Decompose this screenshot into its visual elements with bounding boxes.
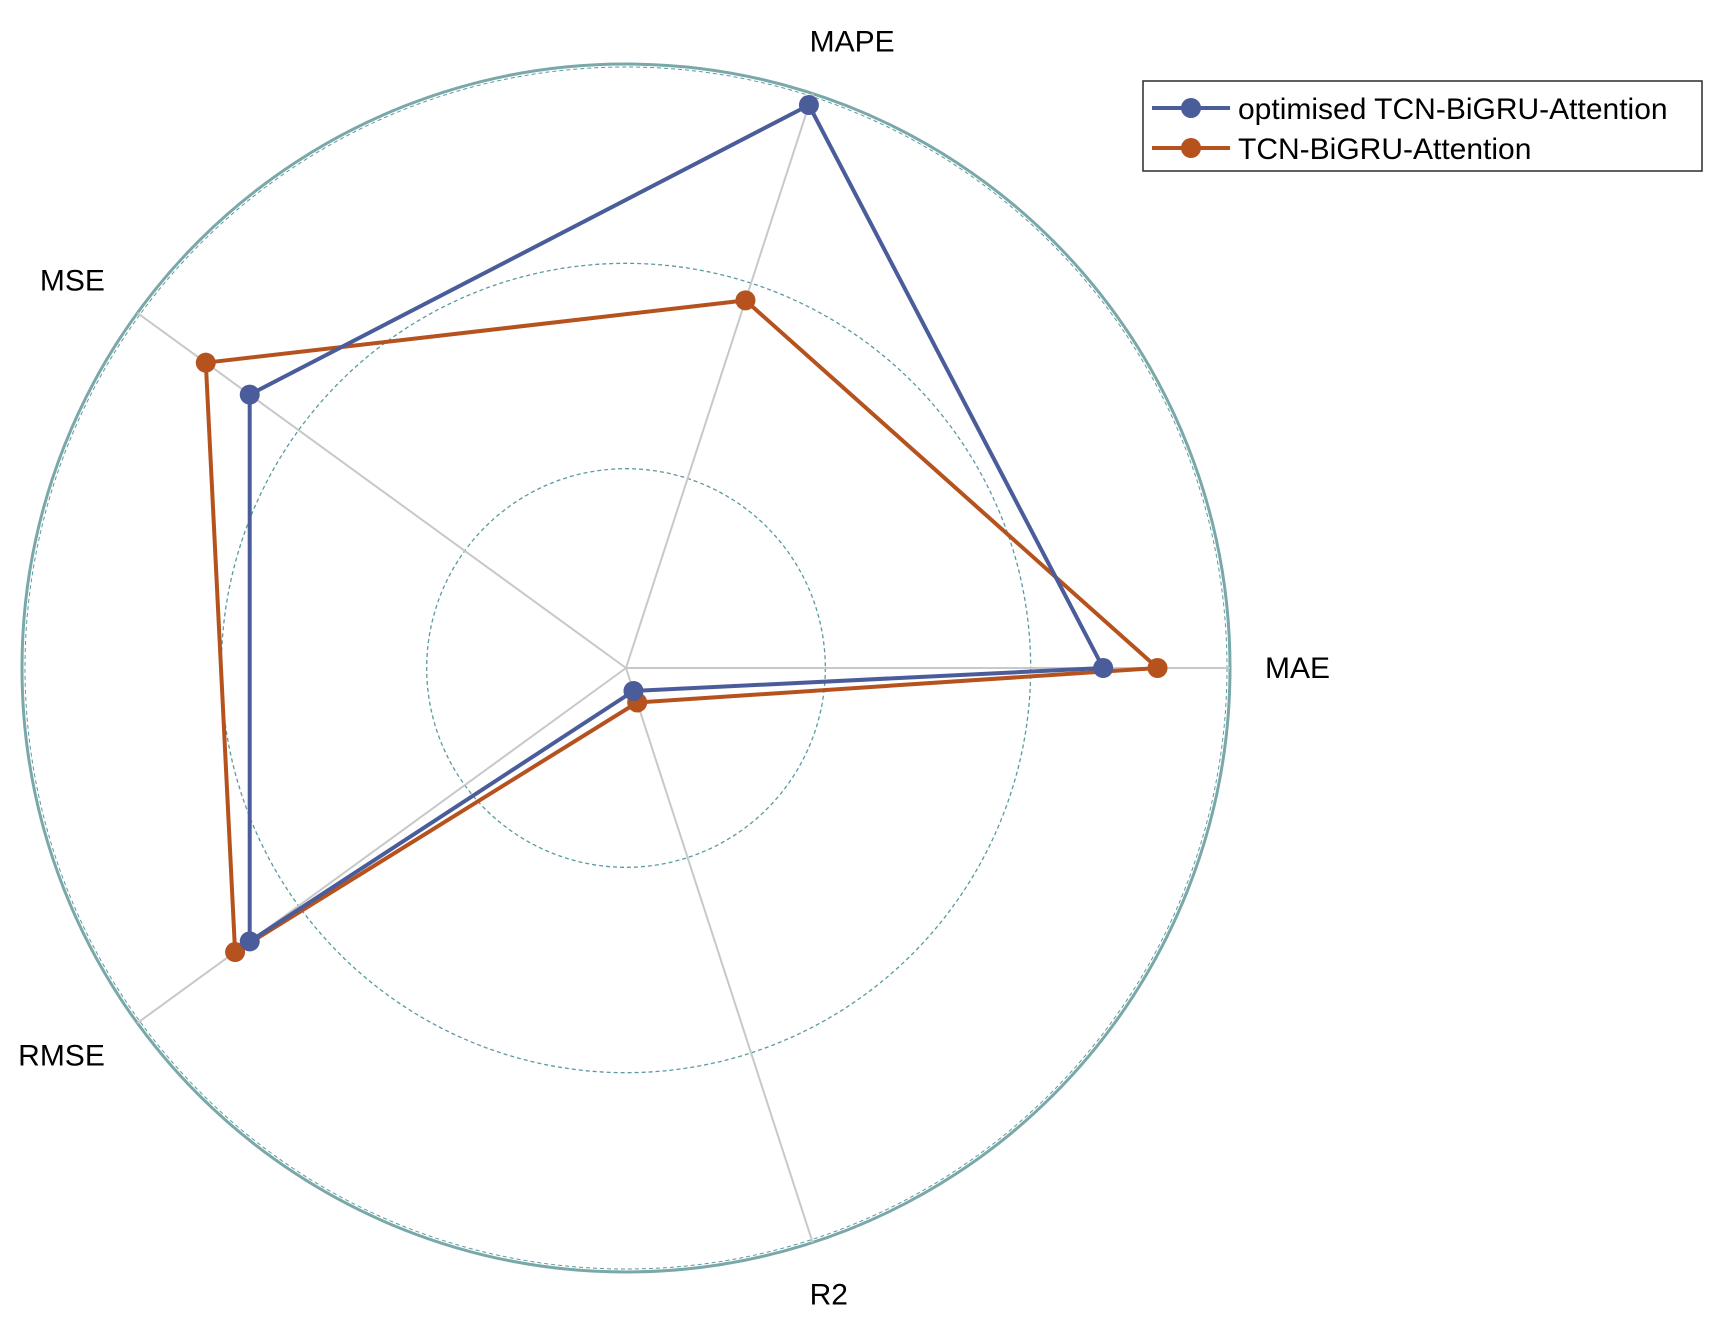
legend-entry-1: TCN-BiGRU-Attention [1152, 133, 1531, 166]
series-0 [239, 95, 1114, 952]
legend-label-0: optimised TCN-BiGRU-Attention [1238, 93, 1668, 126]
axis-label-mape: MAPE [810, 25, 895, 58]
data-point-1-mae [1147, 658, 1168, 678]
axis-label-mae: MAE [1265, 652, 1330, 685]
axis-spoke-mse [136, 312, 627, 669]
series-line-1 [203, 298, 1160, 954]
axis-spoke-rmse [136, 667, 627, 1024]
radar-series [195, 95, 1168, 963]
legend-entry-0: optimised TCN-BiGRU-Attention [1152, 93, 1668, 126]
axis-label-r2: R2 [810, 1279, 848, 1312]
series-1 [195, 290, 1168, 963]
legend: optimised TCN-BiGRU-Attention TCN-BiGRU-… [1142, 80, 1703, 172]
legend-label-1: TCN-BiGRU-Attention [1238, 133, 1531, 166]
legend-box [1142, 80, 1703, 172]
data-point-0-r2 [623, 680, 644, 701]
legend-marker-0 [1181, 98, 1201, 118]
data-point-0-rmse [239, 931, 260, 952]
axis-label-mse: MSE [40, 265, 105, 298]
data-point-0-mape [798, 95, 819, 116]
data-point-1-rmse [225, 942, 246, 963]
data-point-1-mse [195, 352, 216, 373]
radar-axes [136, 93, 1230, 1243]
axis-label-rmse: RMSE [18, 1039, 105, 1072]
axis-spoke-mape [625, 93, 814, 669]
data-point-0-mse [239, 384, 260, 405]
axis-labels: MAE MAPE MSE RMSE R2 [18, 25, 1330, 1311]
data-point-0-mae [1093, 658, 1114, 678]
series-line-0 [247, 103, 1106, 944]
data-point-1-mape [735, 290, 756, 311]
legend-marker-1 [1181, 138, 1201, 158]
axis-spoke-r2 [625, 667, 814, 1243]
